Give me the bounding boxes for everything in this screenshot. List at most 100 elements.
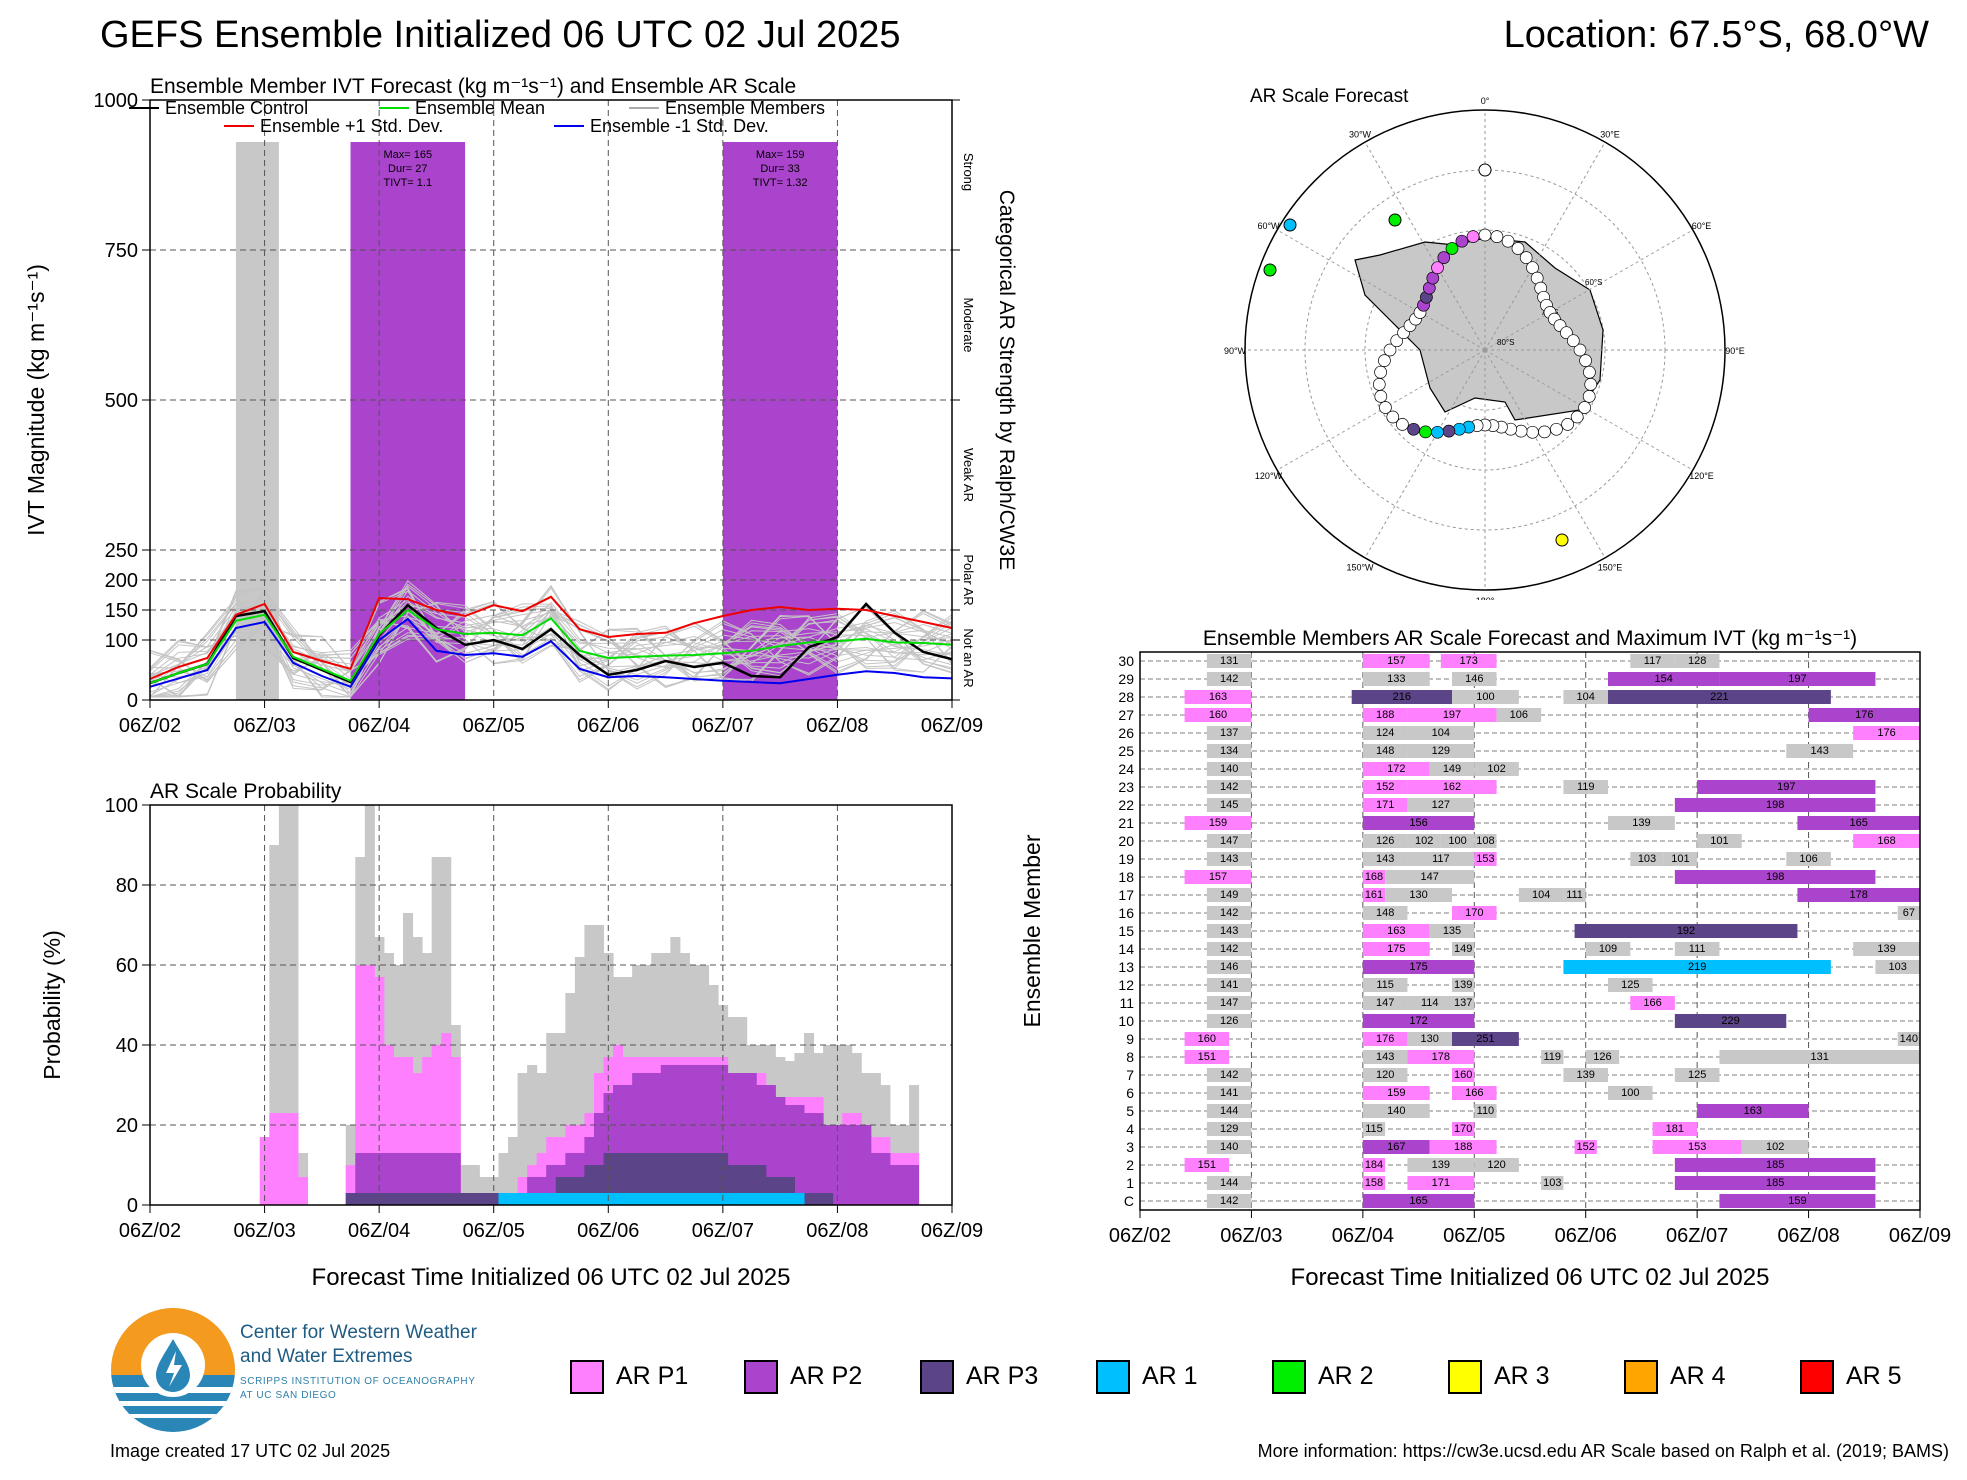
prob-bar-ar-p2 bbox=[804, 1113, 815, 1205]
member-segment bbox=[1429, 924, 1475, 938]
x-tick-label: 06Z/08 bbox=[806, 715, 868, 737]
member-segment bbox=[1407, 726, 1475, 740]
member-max-ivt: 197 bbox=[1788, 673, 1806, 685]
member-segment bbox=[1206, 978, 1252, 992]
member-max-ivt: 101 bbox=[1671, 853, 1689, 865]
prob-bar-ar-p2 bbox=[679, 1065, 690, 1205]
member-max-ivt: 168 bbox=[1365, 871, 1383, 883]
meridian bbox=[1484, 229, 1694, 351]
series-line-ensemble-1-std-dev- bbox=[149, 595, 953, 680]
member-segment bbox=[1206, 960, 1252, 974]
lon-label: 30°W bbox=[1349, 129, 1372, 139]
prob-bar-ar-p2 bbox=[670, 1065, 681, 1205]
member-max-ivt: 198 bbox=[1766, 871, 1784, 883]
row-label: 16 bbox=[1118, 905, 1134, 921]
ar-category-label: Polar AR bbox=[961, 554, 976, 605]
member-max-ivt: 100 bbox=[1621, 1087, 1639, 1099]
prob-bar-ar-1 bbox=[727, 1193, 738, 1205]
x-tick-label: 06Z/04 bbox=[348, 1220, 410, 1242]
member-max-ivt: 173 bbox=[1460, 655, 1478, 667]
member-segment bbox=[1362, 726, 1408, 740]
member-segment bbox=[1385, 888, 1452, 902]
member-max-ivt: 100 bbox=[1448, 835, 1466, 847]
x-tick-label: 06Z/05 bbox=[463, 715, 525, 737]
member-max-ivt: 125 bbox=[1688, 1069, 1706, 1081]
member-max-ivt: 140 bbox=[1387, 1105, 1405, 1117]
prob-bar-ar-p1 bbox=[383, 1045, 394, 1205]
prob-bar-ar-p3 bbox=[565, 1177, 576, 1205]
member-max-ivt: 139 bbox=[1577, 1069, 1595, 1081]
member-segment bbox=[1541, 1176, 1564, 1190]
ivt-legend-label: Ensemble Mean bbox=[415, 98, 545, 118]
prob-bar-ar-1 bbox=[574, 1193, 585, 1205]
prob-bar-ar-1 bbox=[794, 1193, 805, 1205]
y-tick-label: 0 bbox=[127, 1195, 138, 1217]
x-tick-label: 06Z/09 bbox=[1889, 1225, 1951, 1247]
ensemble-member-line bbox=[149, 607, 953, 676]
prob-bar-ar-p3 bbox=[383, 1193, 394, 1205]
member-segment bbox=[1206, 924, 1252, 938]
prob-bar-ar-p3 bbox=[364, 1193, 375, 1205]
member-segment bbox=[1663, 852, 1698, 866]
member-segment bbox=[1407, 1050, 1475, 1064]
member-segment bbox=[1674, 798, 1876, 812]
y-tick-label: 40 bbox=[116, 1035, 138, 1057]
prob-bar-ar-p3 bbox=[622, 1153, 633, 1205]
lat-label: 60°S bbox=[1585, 278, 1602, 287]
member-segment bbox=[1407, 834, 1441, 848]
y-tick-label: 20 bbox=[116, 1115, 138, 1137]
member-max-ivt: 166 bbox=[1643, 997, 1661, 1009]
prob-bar-any-ar bbox=[546, 1033, 557, 1205]
y-tick-label: 250 bbox=[105, 540, 138, 562]
ivt-chart-title: Ensemble Member IVT Forecast (kg m⁻¹s⁻¹)… bbox=[150, 75, 796, 98]
row-label: 12 bbox=[1118, 977, 1134, 993]
prob-bar-ar-1 bbox=[660, 1193, 671, 1205]
band-annotation: Dur= 33 bbox=[760, 163, 799, 175]
row-label: 13 bbox=[1118, 959, 1134, 975]
member-segment bbox=[1362, 870, 1386, 884]
lon-label: 150°W bbox=[1346, 563, 1374, 573]
meridian bbox=[1484, 141, 1606, 351]
ar-point bbox=[1431, 425, 1444, 439]
ar-point bbox=[1561, 418, 1574, 431]
prob-bar-any-ar bbox=[565, 993, 576, 1205]
member-max-ivt: 147 bbox=[1220, 997, 1238, 1009]
member-segment bbox=[1608, 690, 1831, 704]
prob-bar-ar-p2 bbox=[622, 1085, 633, 1205]
prob-bar-ar-1 bbox=[584, 1193, 595, 1205]
row-label: 26 bbox=[1118, 725, 1134, 741]
prob-bar-ar-p3 bbox=[593, 1165, 605, 1205]
location-title: Location: 67.5°S, 68.0°W bbox=[1503, 14, 1929, 56]
prob-bar-any-ar bbox=[527, 1065, 538, 1205]
member-segment bbox=[1429, 762, 1475, 776]
ar-point bbox=[1566, 334, 1580, 348]
member-max-ivt: 130 bbox=[1409, 889, 1427, 901]
prob-bar-ar-p2 bbox=[450, 1153, 461, 1205]
ar-point bbox=[1578, 401, 1591, 414]
legend-label-ar1: AR 1 bbox=[1142, 1362, 1198, 1390]
probability-chart: 0 20 40 60 80 100 06Z/02 06Z/03 06Z/04 06Z/05 06Z/… bbox=[39, 780, 983, 1291]
ar-point bbox=[1511, 242, 1525, 255]
member-max-ivt: 176 bbox=[1877, 727, 1895, 739]
ensemble-member-line bbox=[149, 590, 953, 691]
member-max-ivt: 185 bbox=[1766, 1177, 1784, 1189]
prob-bar-ar-p1 bbox=[355, 965, 366, 1205]
member-segment bbox=[1786, 744, 1854, 758]
member-segment bbox=[1452, 690, 1519, 704]
ar-point bbox=[1526, 261, 1539, 275]
members-x-label: Forecast Time Initialized 06 UTC 02 Jul … bbox=[1291, 1264, 1770, 1291]
member-segment bbox=[1808, 708, 1920, 722]
member-max-ivt: 143 bbox=[1376, 853, 1394, 865]
member-max-ivt: 166 bbox=[1465, 1087, 1483, 1099]
ar-point bbox=[1584, 378, 1598, 391]
ar-point bbox=[1283, 218, 1297, 232]
member-max-ivt: 143 bbox=[1220, 925, 1238, 937]
legend-swatch-ar4 bbox=[1624, 1360, 1658, 1394]
member-segment bbox=[1206, 1014, 1252, 1028]
prob-bar-ar-p1 bbox=[517, 1177, 528, 1205]
ar-category-label: Strong bbox=[961, 153, 976, 191]
prob-bar-ar-p3 bbox=[651, 1153, 662, 1205]
member-segment bbox=[1362, 780, 1408, 794]
logo-line2: and Water Extremes bbox=[240, 1346, 413, 1367]
ensemble-member-line bbox=[149, 584, 953, 684]
